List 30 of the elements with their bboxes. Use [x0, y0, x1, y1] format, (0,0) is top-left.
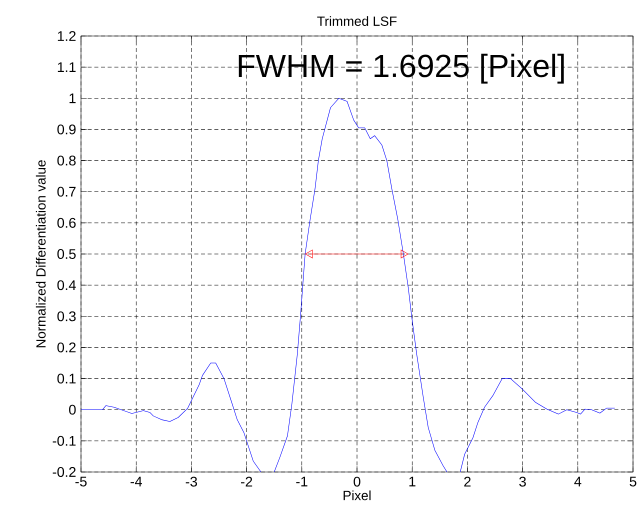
y-tick-label: 0.2 — [57, 342, 76, 352]
y-tick-label: 0.1 — [57, 374, 76, 384]
y-tick-label: 0.8 — [57, 156, 76, 166]
x-tick-label: 1 — [409, 476, 416, 486]
y-axis-title: Normalized Differentiation value — [36, 160, 46, 348]
x-tick-label: -1 — [296, 476, 308, 486]
y-tick-label: 0.7 — [57, 186, 76, 197]
y-tick-label: 0.6 — [57, 218, 76, 228]
x-tick-label: 4 — [574, 476, 582, 486]
y-tick-label: 0.5 — [57, 249, 76, 259]
x-tick-label: -3 — [186, 476, 198, 487]
x-tick-label: 3 — [519, 476, 526, 487]
x-tick-label: -4 — [130, 476, 142, 486]
y-tick-label: 1.2 — [58, 31, 76, 41]
x-tick-label: -2 — [241, 476, 252, 486]
x-tick-label: 2 — [464, 476, 471, 486]
chart-title: Trimmed LSF — [317, 16, 397, 26]
x-tick-label: 0 — [354, 476, 360, 487]
y-tick-label: 0.9 — [57, 124, 76, 134]
y-tick-label: 1.1 — [58, 62, 76, 72]
y-tick-label: 1 — [70, 93, 76, 104]
y-tick-label: 0 — [69, 404, 76, 415]
x-axis-title: Pixel — [344, 490, 371, 500]
x-tick-label: -5 — [75, 476, 87, 486]
x-tick-label: 5 — [630, 476, 636, 486]
y-tick-label: -0.1 — [52, 436, 76, 446]
y-tick-label: -0.2 — [52, 467, 76, 477]
y-tick-label: 0.4 — [57, 280, 76, 290]
y-tick-label: 0.3 — [57, 311, 76, 322]
annotation: FWHM = 1.6925 [Pixel] — [238, 54, 564, 84]
